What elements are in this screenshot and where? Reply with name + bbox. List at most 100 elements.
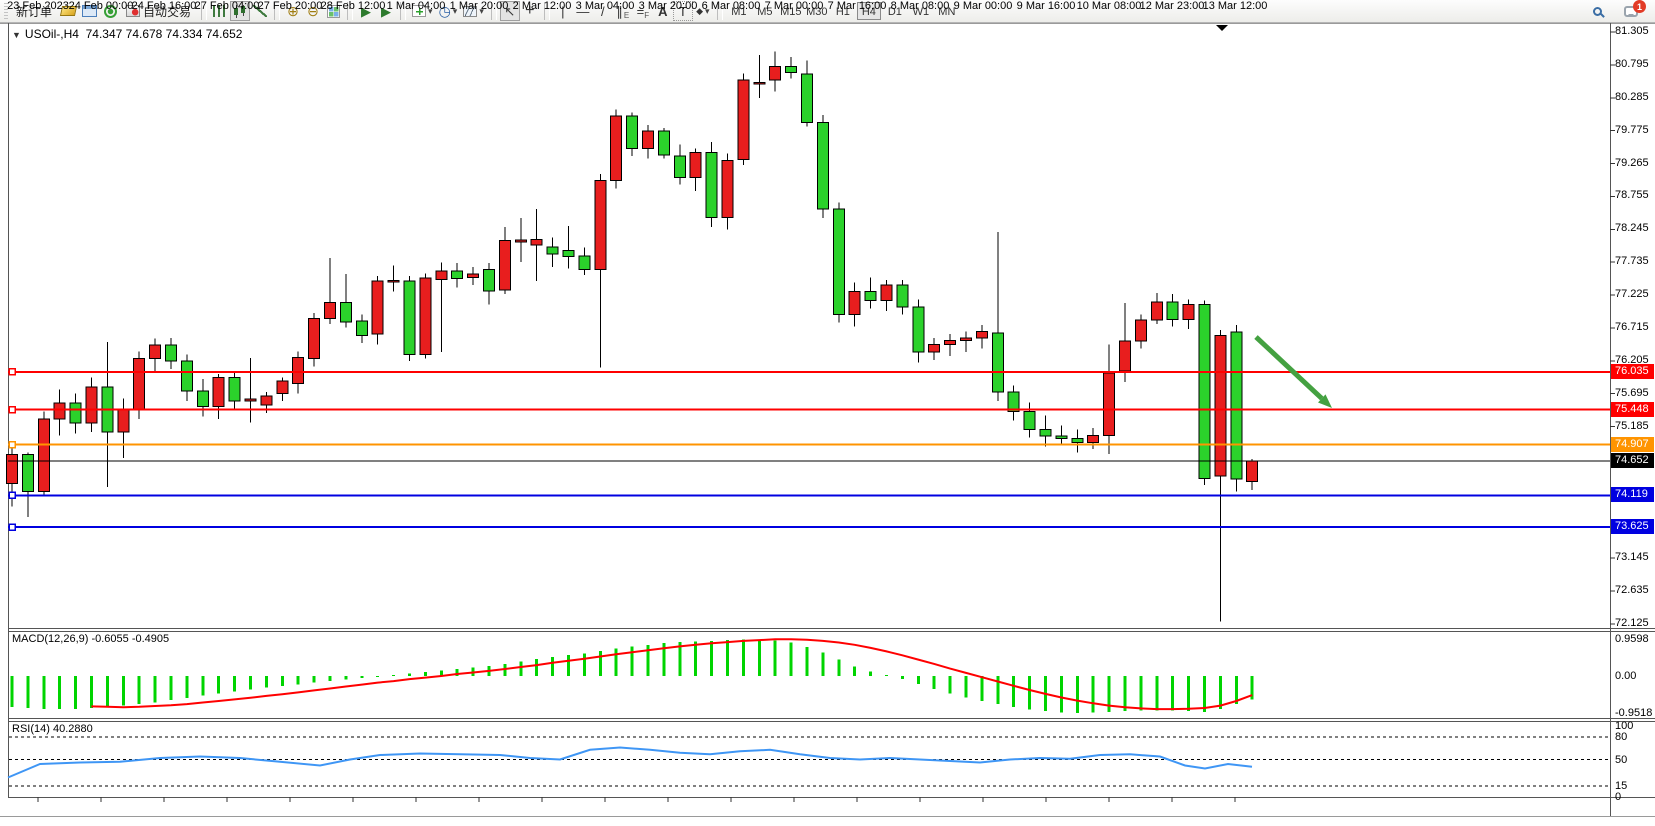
macd-bar xyxy=(1012,676,1016,708)
macd-bar xyxy=(900,676,904,680)
cursor-icon[interactable]: ↖ xyxy=(499,1,520,21)
candle xyxy=(848,282,861,327)
crosshair-icon[interactable]: + xyxy=(525,2,535,19)
timeframe-H1[interactable]: H1 xyxy=(835,6,850,18)
line-chart-icon[interactable] xyxy=(250,1,270,21)
auto-scroll-icon[interactable]: ▶ xyxy=(361,3,372,19)
vertical-line-tool-icon[interactable]: | xyxy=(561,3,565,19)
macd-bar xyxy=(121,676,125,706)
candle xyxy=(960,331,972,353)
macd-bar xyxy=(964,676,968,698)
zoom-out-icon[interactable]: ⊖ xyxy=(307,3,319,19)
price-axis-label: 72.125 xyxy=(1615,616,1649,629)
rsi-line xyxy=(7,746,1253,779)
candlestick-chart-icon[interactable] xyxy=(230,1,251,21)
chart-ohlc-values: 74.347 74.678 74.334 74.652 xyxy=(85,27,243,41)
macd-bar xyxy=(726,640,729,676)
macd-bar xyxy=(153,676,157,703)
add-indicator-button[interactable]: ▾ xyxy=(409,1,436,21)
channel-sub: E xyxy=(623,11,630,20)
candle xyxy=(1198,300,1211,485)
macd-bar xyxy=(805,646,809,676)
timeframe-M1[interactable]: M1 xyxy=(731,6,747,18)
macd-bar xyxy=(185,676,189,698)
candle xyxy=(944,334,957,357)
zoom-in-icon[interactable]: ⊕ xyxy=(287,3,299,19)
macd-bar xyxy=(201,676,205,696)
chevron-down-icon: ▾ xyxy=(479,5,484,16)
templates-button[interactable]: ▾ xyxy=(460,1,487,21)
channel-tool-icon[interactable]: ∥ E xyxy=(613,1,633,21)
macd-layer xyxy=(10,638,1254,714)
price-axis-label: 77.225 xyxy=(1615,288,1649,301)
macd-bar xyxy=(1218,676,1222,710)
candle xyxy=(1007,385,1020,421)
new-order-button[interactable]: 新订单 xyxy=(10,1,58,21)
text-tool-icon[interactable]: A xyxy=(658,3,668,19)
rsi-scale-label: 100 xyxy=(1615,720,1634,732)
candle xyxy=(626,112,639,157)
macd-bar xyxy=(1171,676,1175,711)
template-icon xyxy=(463,5,478,17)
candle xyxy=(864,277,877,309)
periods-button[interactable]: ◷ ▾ xyxy=(436,1,461,21)
separator xyxy=(400,2,407,20)
fibonacci-tool-icon[interactable]: = F xyxy=(633,1,653,21)
timeframe-H4[interactable]: H4 xyxy=(856,2,881,20)
macd-bar xyxy=(1091,676,1095,713)
macd-bar xyxy=(694,641,698,676)
separator xyxy=(543,2,550,20)
timeframe-M30[interactable]: M30 xyxy=(806,6,828,18)
candle xyxy=(1119,303,1131,382)
candle xyxy=(928,337,941,360)
signal-icon[interactable] xyxy=(100,1,120,21)
auto-trading-label: 自动交易 xyxy=(143,4,192,19)
macd-bar xyxy=(980,676,984,701)
chart-shift-icon[interactable]: ▶ xyxy=(381,3,392,19)
shapes-icon: ◆ xyxy=(696,5,704,16)
macd-bar xyxy=(249,676,252,690)
timeframe-M15[interactable]: M15 xyxy=(780,6,802,18)
macd-bar xyxy=(535,659,539,676)
macd-bar xyxy=(137,676,141,705)
macd-bar xyxy=(296,676,300,685)
terminal-icon-shape xyxy=(82,5,98,17)
candle xyxy=(165,337,177,369)
timeframe-M5[interactable]: M5 xyxy=(757,6,773,18)
timeframe-MN[interactable]: MN xyxy=(938,6,956,18)
tile-windows-icon[interactable] xyxy=(323,1,343,21)
macd-bar xyxy=(1059,676,1063,713)
chevron-down-icon: ▾ xyxy=(452,5,458,16)
candle xyxy=(1023,402,1036,438)
notifications-button[interactable]: 1 xyxy=(1621,0,1646,21)
candle xyxy=(180,354,193,402)
horizontal-line-tool-icon[interactable]: — xyxy=(576,3,590,19)
chart-title[interactable]: ▼ USOil-,H4 74.347 74.678 74.334 74.652 xyxy=(12,27,242,41)
macd-bar xyxy=(551,656,555,676)
text-label-tool-icon[interactable]: T xyxy=(672,1,693,21)
candle xyxy=(276,377,289,402)
channel-glyph: ∥ xyxy=(616,3,623,19)
timeframe-D1[interactable]: D1 xyxy=(887,6,902,18)
collapse-icon[interactable]: ▼ xyxy=(12,30,21,40)
candle xyxy=(975,325,988,349)
auto-trading-button[interactable]: 自动交易 xyxy=(120,1,197,21)
bar-chart-icon[interactable] xyxy=(210,1,230,21)
macd-bar xyxy=(344,676,348,680)
candle xyxy=(1246,459,1259,491)
search-icon[interactable] xyxy=(1587,1,1607,21)
price-axis-label: 80.795 xyxy=(1615,57,1649,70)
time-axis-label: 7 Mar 16:00 xyxy=(827,0,887,12)
price-axis-label: 78.245 xyxy=(1615,222,1649,235)
trendline-tool-icon[interactable]: / xyxy=(601,3,605,19)
macd-bar xyxy=(885,674,888,676)
separator xyxy=(490,2,497,20)
macd-bar xyxy=(789,642,793,676)
timeframe-W1[interactable]: W1 xyxy=(912,6,930,18)
price-line-badge: 74.119 xyxy=(1611,487,1654,503)
macd-bar xyxy=(598,651,602,676)
shapes-tool-button[interactable]: ◆ ▾ xyxy=(693,1,713,21)
candle xyxy=(403,276,416,362)
terminal-icon[interactable] xyxy=(79,1,100,21)
